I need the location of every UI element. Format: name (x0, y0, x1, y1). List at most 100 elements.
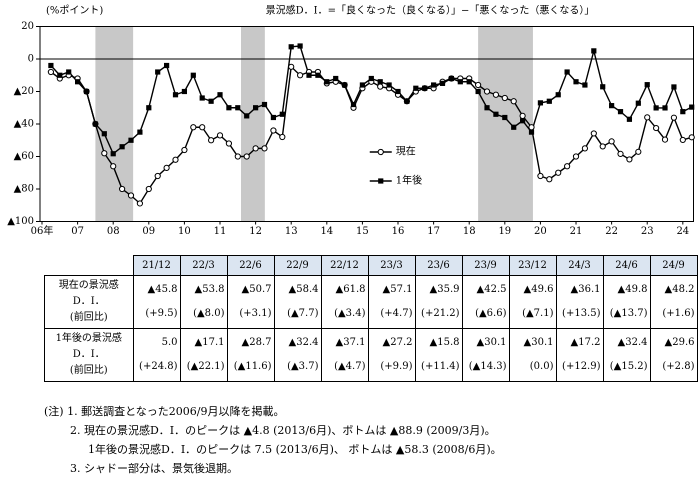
column-header: 24/3 (555, 255, 604, 276)
cell-change: (+9.9) (380, 361, 413, 372)
cell-value: ▲36.1 (570, 284, 601, 295)
table-cell: ▲32.4 (▲3.7) (273, 328, 322, 382)
column-header: 23/6 (414, 255, 463, 276)
cell-value: ▲29.6 (664, 337, 695, 348)
cell-value: ▲49.8 (617, 284, 648, 295)
y-tick-label: ▲40 (14, 119, 34, 130)
column-header: 23/12 (508, 255, 557, 276)
cell-change: (▲4.7) (334, 361, 366, 372)
cell-change: (▲22.1) (186, 361, 225, 372)
point (342, 82, 348, 88)
cell-change: (0.0) (529, 361, 554, 372)
x-tick-label: 08 (107, 226, 120, 237)
table-cell: ▲53.8 (▲8.0) (179, 275, 228, 329)
point (235, 105, 241, 111)
point (635, 100, 641, 106)
point (555, 92, 561, 98)
point (199, 124, 206, 131)
cell-value: ▲30.1 (523, 337, 554, 348)
point (661, 136, 669, 143)
point (83, 88, 90, 95)
cell-value: ▲30.1 (476, 337, 507, 348)
point (154, 172, 161, 180)
point (377, 83, 384, 90)
point (145, 185, 152, 193)
cell-change: (▲15.2) (609, 361, 648, 372)
cell-value: ▲27.2 (382, 337, 413, 348)
column-header: 23/9 (461, 255, 510, 276)
y-tick-label: ▲80 (14, 184, 34, 195)
point (626, 156, 633, 163)
point (288, 63, 295, 70)
point (564, 163, 571, 170)
x-tick-label: 19 (498, 226, 511, 237)
table-cell: ▲61.8 (▲3.4) (320, 275, 369, 329)
cell-value: ▲58.4 (288, 284, 319, 295)
cell-value: ▲15.8 (429, 337, 460, 348)
x-tick-label: 20 (534, 226, 547, 237)
point (350, 101, 357, 108)
point (626, 116, 633, 122)
note-head: (注) (44, 405, 64, 418)
point (386, 82, 392, 88)
point (653, 124, 660, 132)
point (555, 169, 562, 176)
point (315, 72, 321, 78)
point (413, 85, 419, 91)
cell-change: (▲14.3) (468, 361, 507, 372)
point (590, 130, 597, 137)
cell-value: ▲17.2 (570, 337, 601, 348)
point (431, 82, 437, 88)
point (208, 137, 215, 144)
point (377, 79, 383, 85)
x-tick-label: 18 (463, 226, 476, 237)
point (279, 111, 285, 117)
point (234, 153, 241, 160)
cell-value: ▲17.1 (194, 337, 225, 348)
x-tick-label: 07 (71, 226, 84, 237)
point (519, 112, 526, 119)
cell-value: ▲50.7 (241, 284, 272, 295)
legend-label: 1年後 (396, 174, 422, 187)
note-line: 3. シャドー部分は、景気後退期。 (44, 459, 502, 478)
cell-change: (+21.2) (421, 308, 460, 319)
table-cell: ▲27.2 (+9.9) (367, 328, 416, 382)
legend-item: 現在 (369, 146, 416, 158)
cell-change: (+4.7) (380, 308, 413, 319)
note-text: 1年後の景況感D．I．のピークは 7.5 (2013/6月)、 ボトムは ▲58… (88, 443, 502, 456)
table-cell: ▲29.6 (+2.8) (649, 328, 698, 382)
point (47, 68, 55, 76)
cell-change: (▲13.7) (609, 308, 648, 319)
row-label-line: 現在の景況感 (58, 280, 119, 291)
point (617, 109, 624, 115)
table-cell: ▲37.1 (▲4.7) (320, 328, 369, 382)
header-row: 21/12 22/3 22/6 22/9 22/12 23/3 23/6 23/9 23/12 2… (44, 255, 698, 276)
point (510, 98, 517, 105)
notes: (注) 1. 郵送調査となった2006/9月以降を掲載。 2. 現在の景況感D．I… (44, 402, 502, 478)
point (546, 98, 552, 104)
point (572, 153, 580, 160)
cell-change: (▲3.4) (334, 308, 366, 319)
row-label-line: (前回比) (69, 312, 108, 323)
table-cell: ▲48.2 (+1.6) (649, 275, 698, 329)
point (244, 113, 250, 119)
row-label: 1年後の景況感 D．I． (前回比) (44, 328, 134, 382)
point (609, 103, 615, 109)
point (253, 105, 259, 111)
recession-shade (241, 26, 265, 222)
point (136, 200, 144, 207)
cell-change: (▲11.6) (233, 361, 272, 372)
cell-change: (▲7.1) (522, 308, 554, 319)
table-cell: ▲30.1 (▲14.3) (461, 328, 510, 382)
table-cell: ▲50.7 (+3.1) (226, 275, 275, 329)
point (128, 137, 134, 143)
cell-value: ▲28.7 (241, 337, 272, 348)
point (270, 114, 277, 121)
point (66, 69, 72, 75)
table-row: 現在の景況感 D．I． (前回比) ▲45.8 (+9.5) ▲53.8 (▲8.0) ▲50… (44, 275, 698, 329)
point (466, 79, 472, 85)
point (146, 105, 152, 111)
point (644, 114, 651, 121)
table-cell: 5.0 (+24.8) (132, 328, 181, 382)
cell-value: ▲37.1 (335, 337, 366, 348)
